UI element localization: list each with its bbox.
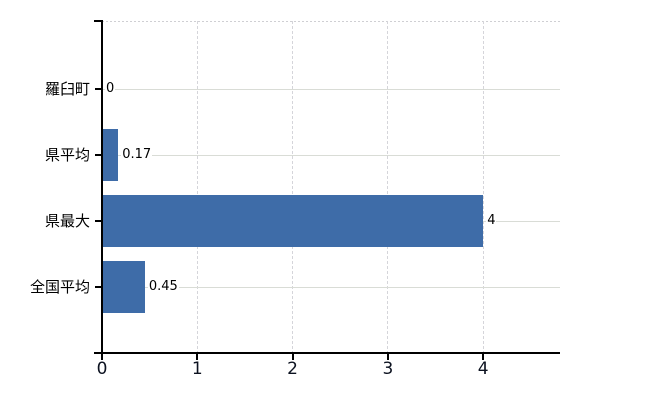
x-axis-tick: [482, 354, 485, 360]
vertical-gridline: [482, 21, 484, 353]
x-axis-tick-label: 0: [96, 359, 108, 379]
y-axis-category-label: 羅臼町: [44, 80, 90, 98]
y-axis-category-label: 全国平均: [29, 278, 90, 296]
bar-value-label: 0.17: [121, 147, 153, 162]
bar: [103, 129, 119, 181]
y-axis-tick: [95, 220, 102, 222]
x-axis-tick: [196, 354, 199, 360]
x-axis-tick-label: 1: [191, 359, 203, 379]
bar-value-label: 0.45: [147, 279, 179, 294]
x-axis-line: [94, 352, 560, 354]
y-axis-top-cap: [94, 20, 103, 22]
y-axis-category-label: 県最大: [44, 212, 90, 230]
vertical-gridline: [292, 21, 294, 353]
x-axis-tick-label: 3: [382, 359, 394, 379]
vertical-gridline: [196, 21, 198, 353]
y-axis-tick: [95, 286, 102, 288]
bar: [103, 261, 145, 313]
x-axis-tick: [386, 354, 389, 360]
y-axis-line: [101, 21, 103, 354]
y-axis-category-label: 県平均: [44, 146, 90, 164]
x-axis-tick: [101, 354, 103, 360]
bar-value-label: 0: [105, 81, 116, 96]
horizontal-gridline: [102, 89, 560, 90]
y-axis-tick: [95, 88, 102, 90]
vertical-gridline: [387, 21, 389, 353]
horizontal-gridline: [102, 287, 560, 288]
bar-value-label: 4: [486, 213, 497, 228]
y-axis-tick: [95, 154, 102, 156]
horizontal-gridline: [102, 155, 560, 156]
x-axis-tick-label: 2: [287, 359, 298, 379]
plot-top-border: [102, 21, 560, 22]
x-axis-tick: [291, 354, 294, 360]
x-axis-tick-label: 4: [477, 359, 489, 379]
bar: [103, 195, 484, 247]
